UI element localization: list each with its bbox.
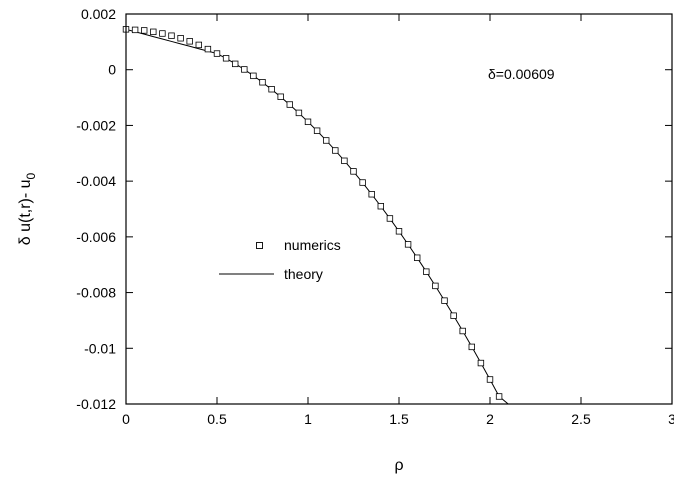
theory-line bbox=[125, 28, 672, 405]
numerics-point bbox=[222, 55, 230, 62]
numerics-point bbox=[213, 50, 221, 57]
numerics-point bbox=[159, 30, 166, 37]
y-tick-label: 0 bbox=[108, 62, 116, 78]
numerics-point bbox=[404, 241, 412, 248]
numerics-point bbox=[413, 254, 421, 261]
numerics-point bbox=[313, 127, 321, 134]
legend-label-numerics: numerics bbox=[284, 237, 341, 253]
numerics-point bbox=[140, 27, 148, 34]
y-axis: 0.002 0 -0.002 -0.004 -0.006 -0.008 -0.01 -0.01… bbox=[76, 6, 672, 412]
numerics-point bbox=[186, 38, 193, 45]
numerics-point bbox=[459, 327, 466, 335]
numerics-point bbox=[495, 393, 503, 400]
plot-marks bbox=[122, 26, 672, 405]
numerics-point bbox=[304, 118, 312, 126]
numerics-point bbox=[277, 93, 284, 100]
numerics-point bbox=[168, 32, 175, 39]
numerics-point bbox=[377, 203, 384, 210]
numerics-point bbox=[450, 312, 457, 319]
numerics-point bbox=[150, 28, 157, 36]
numerics-point bbox=[350, 168, 357, 175]
x-axis: 0 0.5 1 1.5 2 2.5 3 bbox=[122, 14, 674, 427]
numerics-point bbox=[268, 86, 275, 93]
x-tick-label: 0.5 bbox=[207, 411, 227, 427]
x-tick-label: 2 bbox=[486, 411, 494, 427]
numerics-point bbox=[386, 215, 394, 222]
numerics-point bbox=[332, 147, 339, 154]
numerics-point bbox=[231, 60, 239, 68]
numerics-point bbox=[250, 72, 257, 80]
numerics-point bbox=[341, 157, 348, 165]
y-tick-label: -0.004 bbox=[76, 173, 116, 189]
y-axis-label-main: δ u(t,r)- u bbox=[17, 179, 34, 245]
y-tick-label: -0.012 bbox=[76, 396, 116, 412]
numerics-point bbox=[259, 79, 266, 86]
y-tick-label: -0.01 bbox=[84, 340, 116, 356]
numerics-point bbox=[441, 297, 448, 304]
legend: numerics theory bbox=[219, 237, 341, 282]
numerics-point bbox=[486, 376, 494, 383]
y-tick-label: -0.006 bbox=[76, 229, 116, 245]
numerics-point bbox=[395, 228, 403, 235]
x-axis-label: ρ bbox=[394, 457, 403, 474]
numerics-point bbox=[204, 45, 212, 53]
numerics-point bbox=[468, 343, 475, 351]
x-tick-label: 0 bbox=[122, 411, 130, 427]
numerics-point bbox=[241, 66, 248, 73]
numerics-point bbox=[432, 282, 439, 290]
x-tick-label: 3 bbox=[668, 411, 674, 427]
y-tick-label: -0.008 bbox=[76, 285, 116, 301]
x-tick-label: 1.5 bbox=[389, 411, 409, 427]
numerics-point bbox=[286, 101, 293, 108]
y-axis-label: δ u(t,r)- u0 bbox=[17, 172, 38, 245]
numerics-point bbox=[477, 359, 485, 367]
numerics-point bbox=[423, 268, 430, 275]
numerics-point bbox=[359, 179, 366, 186]
numerics-point bbox=[368, 191, 375, 198]
x-tick-label: 2.5 bbox=[571, 411, 591, 427]
legend-label-theory: theory bbox=[284, 266, 323, 282]
numerics-point bbox=[295, 109, 303, 117]
numerics-point bbox=[195, 41, 202, 49]
y-axis-label-subscript: 0 bbox=[24, 172, 38, 179]
legend-marker-numerics bbox=[256, 242, 263, 249]
y-tick-label: 0.002 bbox=[81, 6, 116, 22]
numerics-point bbox=[322, 137, 330, 144]
plot-frame bbox=[125, 13, 673, 405]
y-tick-label: -0.002 bbox=[76, 117, 116, 133]
numerics-point bbox=[177, 35, 184, 42]
x-tick-label: 1 bbox=[304, 411, 312, 427]
numerics-point bbox=[131, 26, 139, 34]
delta-annotation: δ=0.00609 bbox=[488, 66, 555, 82]
